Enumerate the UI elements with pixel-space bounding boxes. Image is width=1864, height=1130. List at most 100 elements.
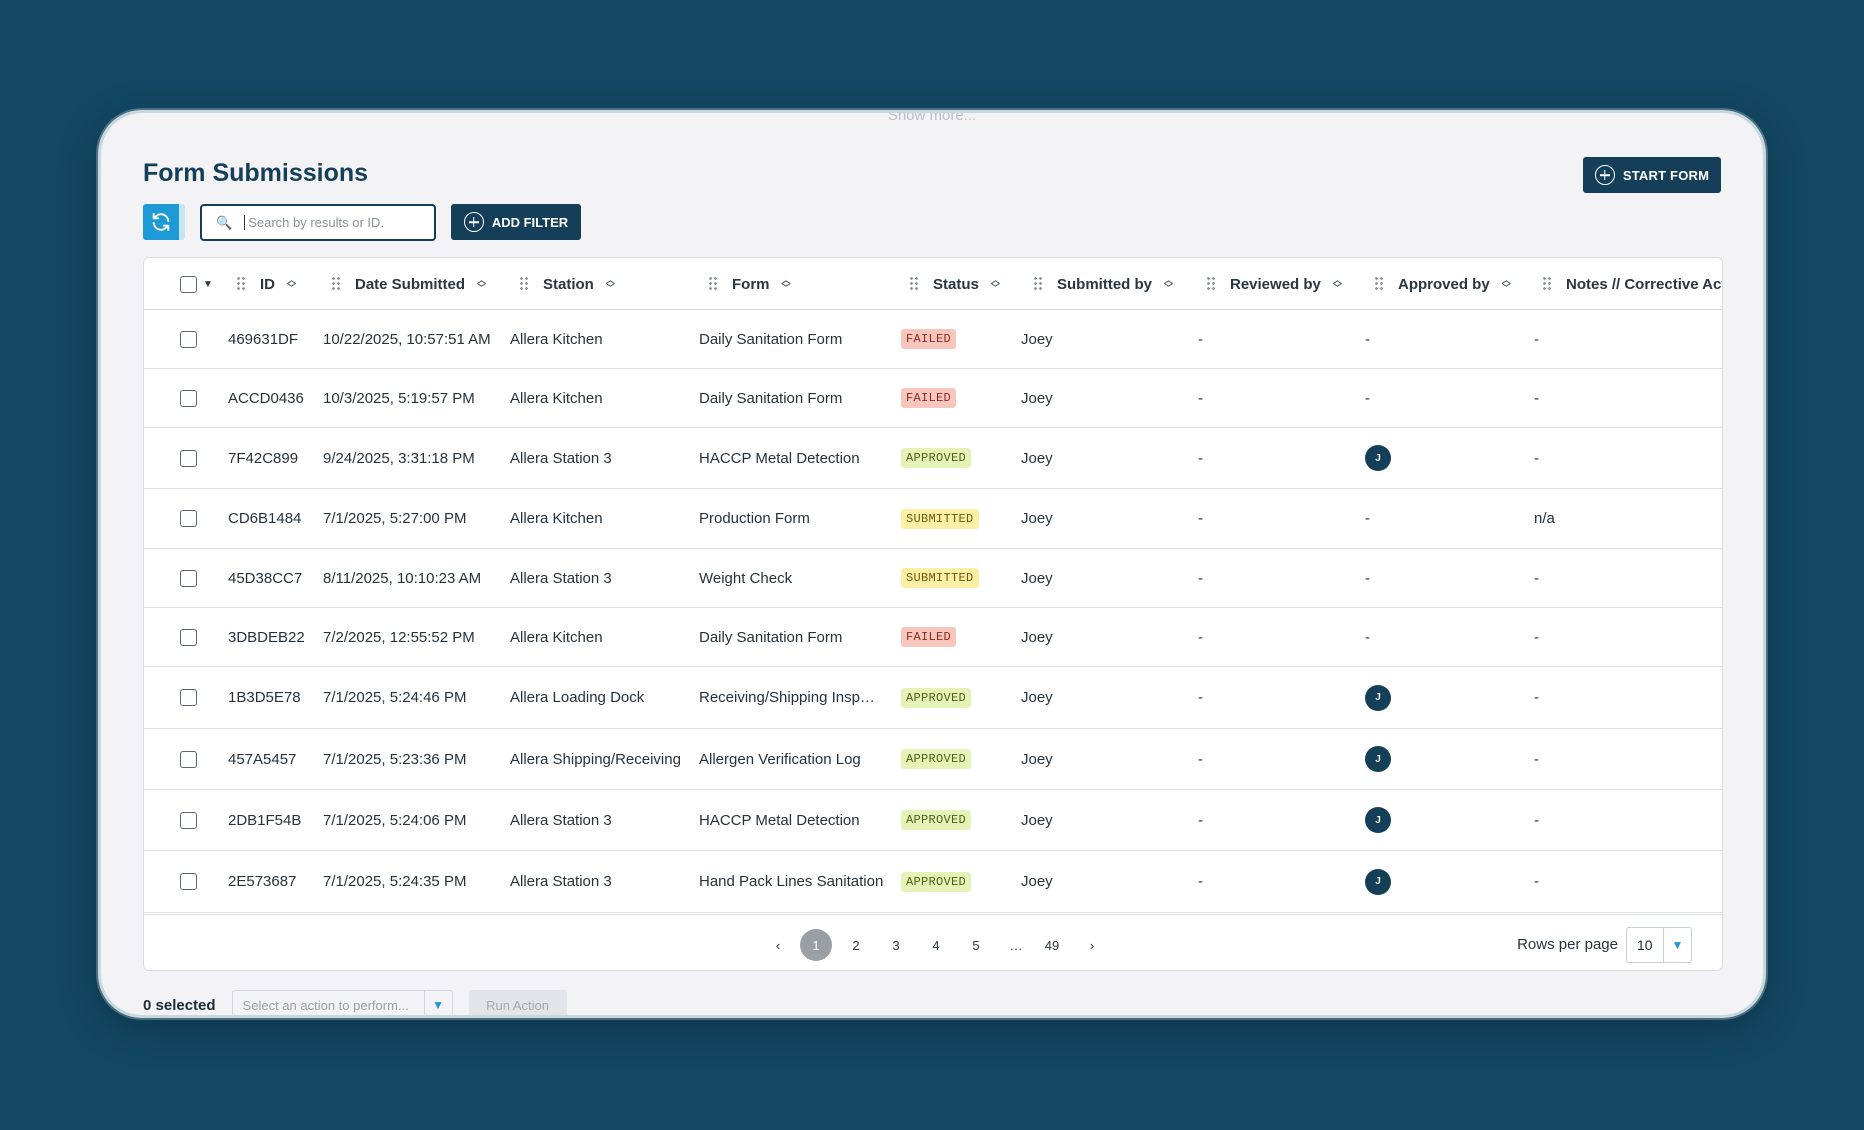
table-row[interactable]: CD6B1484 7/1/2025, 5:27:00 PM Allera Kitch… (144, 489, 1722, 549)
row-select[interactable] (180, 428, 197, 488)
approver-avatar[interactable]: J (1365, 684, 1391, 711)
table-header: ▼ ID ︿ ﹀ Date Submitted ︿ ﹀ Station ︿ ﹀ For… (144, 258, 1722, 310)
cell-form: Daily Sanitation Form (699, 389, 843, 407)
table-row[interactable]: 457A5457 7/1/2025, 5:23:36 PM Allera Shipp… (144, 729, 1722, 790)
cell-id[interactable]: 1B3D5E78 (228, 689, 301, 706)
cell-id[interactable]: 45D38CC7 (228, 569, 303, 587)
table-row[interactable]: 3DBDEB22 7/2/2025, 12:55:52 PM Allera Kitc… (144, 608, 1722, 667)
column-header-station[interactable]: Station ︿ ﹀ (519, 258, 615, 310)
cell-id[interactable]: 7F42C899 (228, 449, 299, 467)
sort-icon[interactable]: ︿ ﹀ (1332, 275, 1342, 293)
run-action-button[interactable]: Run Action (468, 990, 567, 1015)
column-header-form[interactable]: Form ︿ ﹀ (708, 258, 791, 310)
sort-icon[interactable]: ︿ ﹀ (477, 275, 487, 293)
row-select[interactable] (180, 851, 197, 912)
sort-icon[interactable]: ︿ ﹀ (781, 275, 791, 293)
add-filter-button[interactable]: ADD FILTER (451, 204, 581, 240)
row-select[interactable] (180, 369, 197, 427)
page-button-last[interactable]: 49 (1044, 937, 1060, 953)
row-checkbox[interactable] (180, 750, 197, 768)
table-row[interactable]: 2DB1F54B 7/1/2025, 5:24:06 PM Allera Stati… (144, 790, 1722, 851)
cell-id[interactable]: 3DBDEB22 (228, 628, 305, 646)
row-checkbox[interactable] (180, 449, 197, 467)
row-checkbox[interactable] (180, 811, 197, 829)
cell-id[interactable]: 2E573687 (228, 873, 297, 890)
sort-icon[interactable]: ︿ ﹀ (1501, 275, 1511, 293)
row-checkbox[interactable] (180, 389, 197, 407)
page-button-3[interactable]: 3 (892, 937, 900, 953)
row-checkbox[interactable] (180, 510, 197, 527)
page-button-4[interactable]: 4 (932, 937, 940, 953)
caret-down-icon[interactable]: ▼ (1663, 928, 1691, 962)
table-row[interactable]: ACCD0436 10/3/2025, 5:19:57 PM Allera Kitc… (144, 369, 1722, 428)
table-row[interactable]: 45D38CC7 8/11/2025, 10:10:23 AM Allera Sta… (144, 549, 1722, 608)
column-header-notes[interactable]: Notes // Corrective Acti (1542, 258, 1722, 310)
refresh-button[interactable] (143, 204, 185, 240)
prev-page-button[interactable]: ‹ (775, 937, 781, 953)
drag-handle-icon[interactable] (1206, 276, 1216, 292)
column-header-id[interactable]: ID ︿ ﹀ (236, 258, 296, 310)
column-header-approved-by[interactable]: Approved by ︿ ﹀ (1374, 258, 1511, 310)
row-select[interactable] (180, 549, 197, 607)
cell-id[interactable]: CD6B1484 (228, 510, 302, 527)
column-header-date-submitted[interactable]: Date Submitted ︿ ﹀ (331, 258, 486, 310)
row-select[interactable] (180, 608, 197, 666)
select-all[interactable]: ▼ (180, 258, 213, 310)
approver-avatar[interactable]: J (1365, 746, 1391, 772)
show-more-link[interactable]: Show more... (887, 110, 977, 124)
row-checkbox[interactable] (180, 330, 197, 348)
row-select[interactable] (180, 667, 197, 728)
caret-down-icon[interactable]: ▼ (423, 991, 452, 1015)
rows-per-page-select[interactable]: 10 ▼ (1626, 927, 1692, 963)
next-page-button[interactable]: › (1089, 937, 1095, 953)
start-form-button[interactable]: START FORM (1583, 157, 1721, 193)
column-header-submitted-by[interactable]: Submitted by ︿ ﹀ (1033, 258, 1173, 310)
action-select[interactable]: Select an action to perform... ▼ (231, 990, 453, 1015)
row-select[interactable] (180, 790, 197, 850)
cell-station: Allera Kitchen (510, 330, 603, 348)
column-header-reviewed-by[interactable]: Reviewed by ︿ ﹀ (1206, 258, 1342, 310)
approver-avatar[interactable]: J (1365, 807, 1391, 833)
table-row[interactable]: 1B3D5E78 7/1/2025, 5:24:46 PM Allera Loadi… (144, 667, 1722, 729)
cell-status: FAILED (901, 608, 957, 666)
search-field[interactable]: 🔍 (200, 204, 436, 241)
sort-icon[interactable]: ︿ ﹀ (1164, 275, 1174, 293)
row-checkbox[interactable] (180, 873, 197, 890)
drag-handle-icon[interactable] (331, 276, 341, 292)
page-button-1[interactable]: 1 (800, 929, 832, 961)
table-row[interactable]: 2E573687 7/1/2025, 5:24:35 PM Allera Stati… (144, 851, 1722, 913)
drag-handle-icon[interactable] (1374, 276, 1384, 292)
cell-id[interactable]: 469631DF (228, 330, 299, 348)
select-all-checkbox[interactable] (180, 275, 197, 293)
row-checkbox[interactable] (180, 689, 197, 706)
drag-handle-icon[interactable] (909, 276, 919, 292)
caret-down-icon[interactable]: ▼ (203, 278, 213, 290)
table-row[interactable]: 7F42C899 9/24/2025, 3:31:18 PM Allera Stat… (144, 428, 1722, 489)
drag-handle-icon[interactable] (1542, 276, 1552, 292)
row-select[interactable] (180, 729, 197, 789)
search-input[interactable] (244, 215, 415, 230)
row-select[interactable] (180, 310, 197, 368)
table-row[interactable]: 469631DF 10/22/2025, 10:57:51 AM Allera Ki… (144, 310, 1722, 369)
row-select[interactable] (180, 489, 197, 548)
cell-station: Allera Station 3 (510, 569, 612, 587)
sort-icon[interactable]: ︿ ﹀ (990, 275, 1000, 293)
cell-id[interactable]: ACCD0436 (228, 389, 304, 407)
cell-status: APPROVED (901, 729, 972, 789)
drag-handle-icon[interactable] (519, 276, 529, 292)
cell-submitted-by: Joey (1021, 389, 1053, 407)
drag-handle-icon[interactable] (708, 276, 718, 292)
sort-icon[interactable]: ︿ ﹀ (287, 275, 297, 293)
sort-icon[interactable]: ︿ ﹀ (605, 275, 615, 293)
cell-id[interactable]: 2DB1F54B (228, 811, 302, 829)
page-button-5[interactable]: 5 (972, 937, 980, 953)
approver-avatar[interactable]: J (1365, 445, 1391, 471)
drag-handle-icon[interactable] (1033, 276, 1043, 292)
row-checkbox[interactable] (180, 628, 197, 646)
approver-avatar[interactable]: J (1365, 868, 1391, 895)
page-button-2[interactable]: 2 (852, 937, 860, 953)
row-checkbox[interactable] (180, 569, 197, 587)
cell-id[interactable]: 457A5457 (228, 750, 297, 768)
drag-handle-icon[interactable] (236, 276, 246, 292)
column-header-status[interactable]: Status ︿ ﹀ (909, 258, 1000, 310)
